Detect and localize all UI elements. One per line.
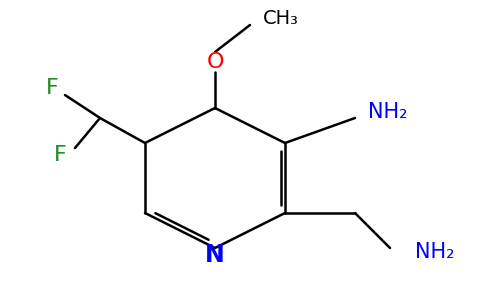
Text: NH₂: NH₂ (415, 242, 454, 262)
Text: CH₃: CH₃ (263, 8, 299, 28)
Text: F: F (54, 145, 66, 165)
Text: O: O (206, 52, 224, 72)
Text: NH₂: NH₂ (368, 102, 408, 122)
Text: N: N (205, 243, 225, 267)
Text: F: F (45, 78, 59, 98)
